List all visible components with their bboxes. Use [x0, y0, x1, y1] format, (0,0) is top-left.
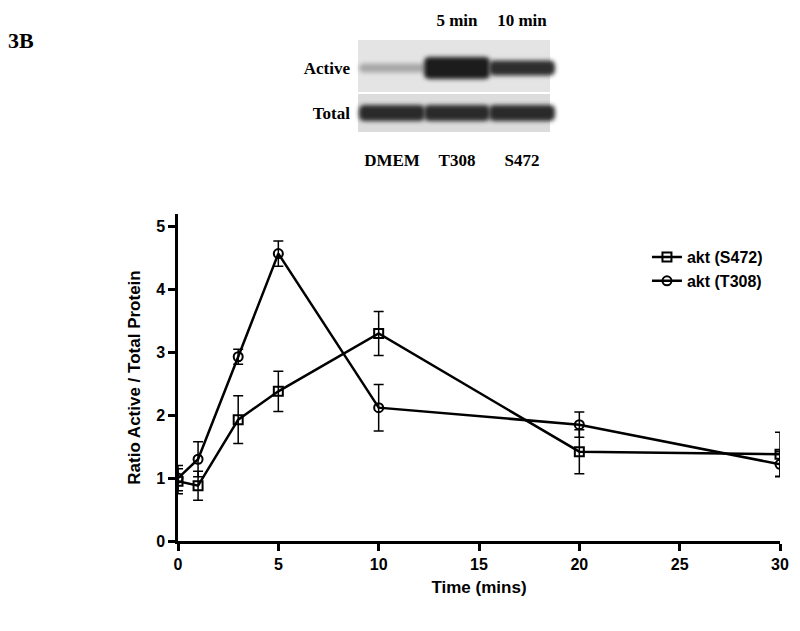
svg-text:DMEM: DMEM: [364, 151, 420, 170]
svg-text:10 min: 10 min: [497, 11, 547, 30]
svg-text:3: 3: [156, 344, 165, 361]
svg-text:Total: Total: [313, 104, 350, 123]
svg-text:akt (S472): akt (S472): [687, 249, 763, 266]
svg-text:25: 25: [671, 556, 689, 573]
svg-text:10: 10: [370, 556, 388, 573]
svg-text:T308: T308: [439, 151, 476, 170]
svg-text:1: 1: [156, 470, 165, 487]
svg-text:S472: S472: [505, 151, 540, 170]
svg-text:2: 2: [156, 407, 165, 424]
svg-text:0: 0: [174, 556, 183, 573]
svg-text:30: 30: [771, 556, 789, 573]
svg-text:5: 5: [156, 218, 165, 235]
svg-text:5: 5: [274, 556, 283, 573]
svg-text:Active: Active: [304, 59, 351, 78]
svg-text:4: 4: [156, 281, 165, 298]
svg-text:5 min: 5 min: [436, 11, 478, 30]
svg-text:3B: 3B: [8, 28, 34, 53]
svg-text:akt (T308): akt (T308): [687, 273, 762, 290]
svg-text:Time (mins): Time (mins): [431, 578, 526, 597]
svg-text:20: 20: [570, 556, 588, 573]
svg-text:Ratio Active / Total Protein: Ratio Active / Total Protein: [125, 270, 144, 484]
svg-text:0: 0: [156, 533, 165, 550]
svg-text:15: 15: [470, 556, 488, 573]
